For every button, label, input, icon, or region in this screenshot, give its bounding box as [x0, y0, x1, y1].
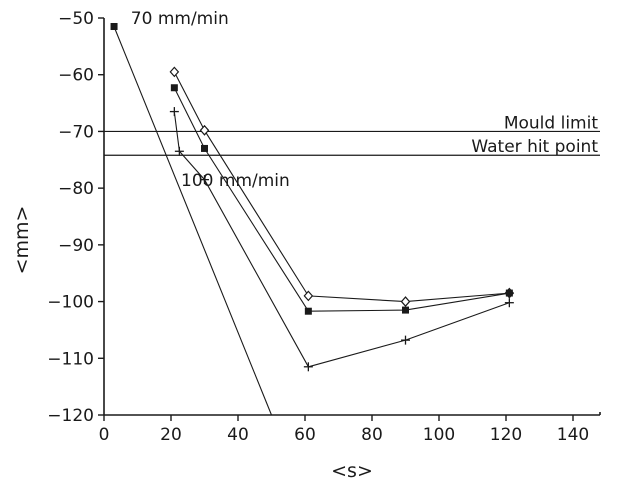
series-group [110, 23, 515, 416]
x-ticks: 0 20 40 60 80 100 120 140 [99, 415, 589, 445]
data-point-plus [303, 362, 313, 372]
x-tick-label: 140 [557, 425, 589, 445]
y-tick-label: −90 [58, 236, 94, 256]
y-axis-title: <mm> [11, 206, 33, 275]
x-tick-label: 60 [294, 425, 316, 445]
x-tick-label: 40 [227, 425, 249, 445]
annotations: 70 mm/min 100 mm/min [131, 9, 290, 191]
reference-line-label: Mould limit [504, 113, 598, 133]
x-tick-label: 100 [423, 425, 455, 445]
y-tick-label: −120 [47, 406, 94, 426]
x-tick-label: 80 [361, 425, 383, 445]
data-point-plus [169, 107, 179, 117]
y-tick-label: −50 [58, 9, 94, 29]
data-point-diamond [400, 296, 411, 307]
x-tick-label: 120 [490, 425, 522, 445]
data-point-diamond [169, 66, 180, 78]
data-point-square [402, 306, 409, 314]
data-point-square [170, 84, 178, 92]
data-point-square [304, 307, 312, 315]
y-tick-label: −110 [47, 349, 94, 369]
speed-annotation: 70 mm/min [131, 9, 229, 29]
series-line [113, 26, 273, 416]
reference-line-label: Water hit point [471, 137, 598, 157]
data-point-square [110, 23, 118, 31]
y-tick-label: −80 [58, 179, 94, 199]
data-point-diamond [303, 290, 314, 302]
data-point-plus [401, 335, 410, 345]
y-tick-label: −60 [58, 66, 94, 86]
data-point-square [201, 144, 208, 152]
series-line [173, 111, 510, 368]
data-point-plus [504, 298, 514, 308]
series-line [173, 87, 510, 312]
x-tick-label: 20 [160, 425, 182, 445]
data-point-plus [200, 175, 209, 185]
data-point-plus [174, 146, 184, 156]
x-tick-label: 0 [99, 425, 110, 445]
axes [103, 18, 601, 416]
y-tick-label: −70 [58, 122, 94, 142]
reference-lines: Mould limit Water hit point [104, 113, 600, 157]
y-ticks: −50 −60 −70 −80 −90 −100 −110 −120 [47, 9, 104, 426]
data-point-square [505, 289, 513, 297]
x-axis-title: <s> [331, 460, 373, 482]
y-tick-label: −100 [47, 293, 94, 313]
data-point-diamond [199, 124, 210, 136]
speed-annotation: 100 mm/min [181, 171, 290, 191]
